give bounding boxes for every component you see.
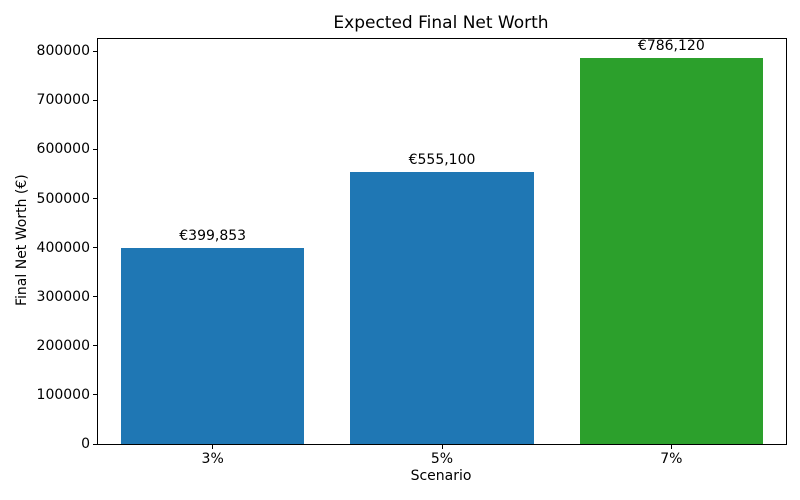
x-tick-label: 5% (430, 451, 454, 467)
y-tick-mark (93, 99, 97, 101)
bar (579, 58, 764, 444)
y-tick-mark (93, 443, 97, 445)
y-tick-label: 0 (81, 436, 90, 452)
x-tick-label: 7% (660, 451, 683, 467)
y-tick-label: 800000 (36, 43, 90, 60)
y-tick-label: 600000 (36, 141, 90, 158)
y-tick-mark (93, 50, 97, 52)
y-tick-label: 500000 (36, 190, 90, 207)
x-tick-mark (212, 445, 214, 449)
y-tick-mark (93, 198, 97, 200)
y-tick-mark (93, 394, 97, 396)
y-tick-mark (93, 148, 97, 150)
y-tick-mark (93, 345, 97, 347)
bar (350, 171, 534, 444)
x-tick-mark (670, 445, 672, 449)
chart-title: Expected Final Net Worth (333, 13, 549, 33)
y-axis-label: Final Net Worth (€) (14, 174, 30, 307)
bar (120, 247, 305, 444)
y-tick-mark (93, 247, 97, 249)
bar-value-label: €399,853 (179, 227, 247, 244)
x-tick-label: 3% (201, 451, 224, 467)
y-tick-label: 200000 (36, 337, 90, 354)
y-tick-label: 400000 (36, 239, 90, 256)
y-tick-label: 100000 (36, 386, 90, 403)
bar-value-label: €555,100 (408, 151, 476, 168)
y-tick-label: 700000 (36, 92, 90, 109)
y-tick-label: 300000 (36, 288, 90, 305)
x-tick-mark (441, 445, 443, 449)
y-tick-mark (93, 296, 97, 298)
x-axis-label: Scenario (410, 468, 472, 484)
bar-value-label: €786,120 (637, 38, 705, 55)
plot-area: 0 100000 200000 300000 400000 500000 600000 700… (37, 38, 787, 467)
